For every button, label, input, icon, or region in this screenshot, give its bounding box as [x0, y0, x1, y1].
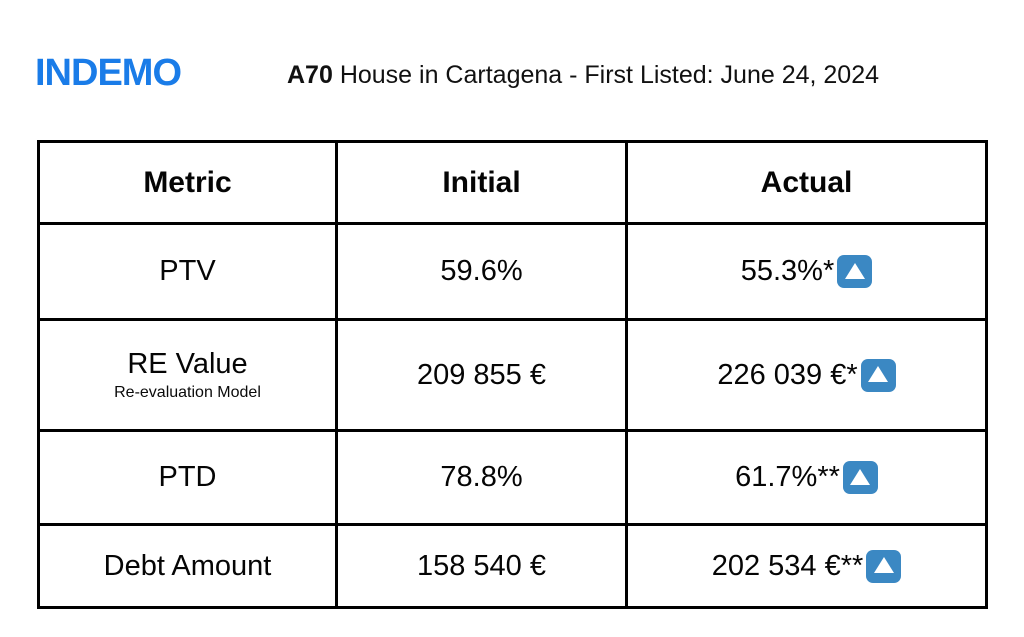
page-title: A70 House in Cartagena - First Listed: J…: [287, 60, 879, 91]
metric-name: PTV: [159, 255, 216, 287]
metric-cell: PTV: [37, 222, 338, 321]
actual-value: 202 534 €**: [711, 549, 864, 582]
metric-cell: PTD: [37, 429, 338, 526]
up-triangle: [850, 468, 871, 485]
metrics-table: Metric Initial Actual PTV 59.6% 55.3%*: [37, 140, 988, 609]
column-header-initial: Initial: [335, 140, 628, 225]
table-row-ptd: PTD 78.8% 61.7%**: [37, 429, 988, 526]
actual-value: 61.7%**: [735, 461, 840, 493]
initial-value-cell: 78.8%: [335, 429, 628, 526]
project-code: A70: [287, 61, 333, 89]
actual-value-cell: 226 039 €*: [625, 318, 988, 432]
initial-value-cell: 158 540 €: [335, 523, 628, 609]
up-button-icon: [842, 461, 878, 494]
metric-name: Debt Amount: [103, 549, 272, 582]
initial-value-cell: 209 855 €: [335, 318, 628, 432]
table-row-ptv: PTV 59.6% 55.3%*: [37, 222, 988, 321]
up-triangle: [873, 557, 894, 573]
metric-cell: RE Value Re-evaluation Model: [37, 318, 338, 432]
table-row-re-value: RE Value Re-evaluation Model 209 855 € 2…: [37, 318, 988, 432]
metric-cell: Debt Amount: [37, 523, 338, 609]
up-button-icon: [866, 549, 902, 583]
column-header-metric: Metric: [37, 140, 338, 225]
initial-value-cell: 59.6%: [335, 222, 628, 321]
up-button-icon: [837, 255, 873, 288]
actual-value: 226 039 €*: [717, 358, 858, 391]
up-triangle: [844, 262, 865, 279]
up-button-icon: [860, 358, 896, 392]
actual-value: 55.3%*: [740, 255, 835, 287]
metric-name: RE Value: [127, 348, 248, 380]
up-triangle: [868, 366, 889, 382]
actual-value-cell: 55.3%*: [625, 222, 988, 321]
table-row-debt-amount: Debt Amount 158 540 € 202 534 €**: [37, 523, 988, 609]
metric-name: PTD: [158, 461, 217, 493]
table-header-row: Metric Initial Actual: [37, 140, 988, 225]
indemo-logo: INDEMO: [35, 52, 182, 94]
actual-value-cell: 202 534 €**: [625, 523, 988, 609]
metric-note: Re-evaluation Model: [114, 384, 261, 401]
actual-value-cell: 61.7%**: [625, 429, 988, 526]
column-header-actual: Actual: [625, 140, 988, 225]
page-title-text: House in Cartagena - First Listed: June …: [332, 61, 880, 89]
